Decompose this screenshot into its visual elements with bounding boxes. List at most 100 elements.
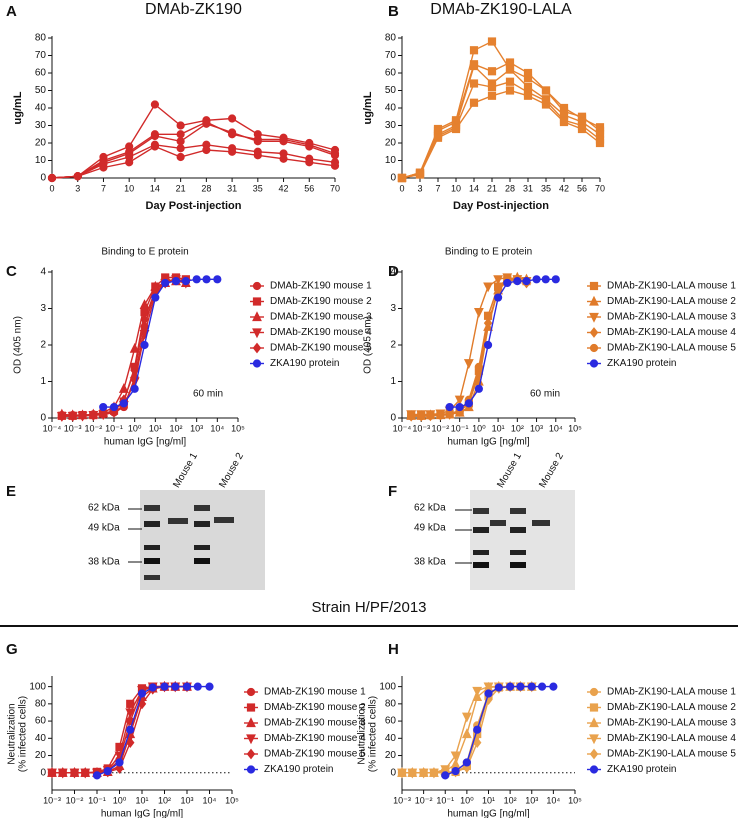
point <box>494 282 503 291</box>
x-tick-label: 10⁻¹ <box>88 795 106 805</box>
y-tick-label: 80 <box>385 33 397 44</box>
point <box>494 683 503 692</box>
annotation: 60 min <box>530 389 560 400</box>
legend-label: DMAb-ZK190 mouse 2 <box>264 702 366 713</box>
y-axis-label: Neutralization <box>7 703 18 764</box>
band <box>194 521 210 527</box>
band <box>144 505 160 511</box>
x-tick-label: 10⁵ <box>568 423 582 433</box>
y-tick-label: 10 <box>35 155 47 166</box>
band <box>473 562 489 568</box>
point <box>469 98 479 107</box>
y-tick-label: 80 <box>385 698 397 709</box>
band <box>144 521 160 527</box>
x-tick-label: 10⁻³ <box>393 795 411 805</box>
band <box>144 558 160 564</box>
legend-marker <box>246 717 256 728</box>
point <box>541 86 551 95</box>
point <box>171 682 180 691</box>
band <box>473 508 489 514</box>
panel-label: E <box>6 483 16 500</box>
x-tick-label: 28 <box>505 183 515 193</box>
x-tick-label: 10⁻³ <box>64 423 82 433</box>
point <box>150 142 160 151</box>
series-line <box>51 103 336 179</box>
series-line <box>445 685 554 777</box>
legend-label: DMAb-ZK190 mouse 5 <box>270 343 372 354</box>
band <box>510 527 526 533</box>
point <box>532 275 541 284</box>
x-tick-label: 10² <box>511 423 524 433</box>
chart: H 0 20 40 60 80 100 10⁻³ 10⁻² 10⁻¹ 10⁰ 10¹ 10² 10³ 10⁴… <box>357 641 737 818</box>
point <box>253 137 262 146</box>
point <box>595 138 605 148</box>
band <box>144 545 160 550</box>
point <box>541 275 550 284</box>
point <box>505 86 515 95</box>
point <box>513 277 522 286</box>
legend-marker <box>589 327 599 338</box>
point <box>483 282 493 293</box>
y-tick-label: 80 <box>35 698 47 709</box>
point <box>441 771 450 780</box>
x-tick-label: 10¹ <box>149 423 162 433</box>
y-tick-label: 40 <box>35 733 47 744</box>
lane-label: Mouse 2 <box>537 451 566 490</box>
point <box>433 133 443 142</box>
point <box>305 142 314 151</box>
legend-marker <box>589 312 599 323</box>
point <box>483 317 493 329</box>
legend-marker <box>589 717 599 728</box>
point <box>474 362 483 371</box>
point <box>426 411 435 420</box>
blot-e: E 62 kDa 49 kDa 38 kDa Mouse 1 Mouse 2 <box>6 451 265 590</box>
x-tick-label: 10³ <box>530 423 543 433</box>
x-tick-label: 35 <box>541 183 551 193</box>
blot-image <box>470 490 575 590</box>
legend-label: DMAb-ZK190-LALA mouse 2 <box>607 296 736 307</box>
x-tick-label: 10 <box>451 183 461 193</box>
x-tick-label: 21 <box>487 183 497 193</box>
y-tick-label: 80 <box>35 33 47 44</box>
legend-label: DMAb-ZK190 mouse 5 <box>264 749 366 760</box>
series-line <box>401 61 601 179</box>
band <box>194 558 210 564</box>
point <box>176 144 185 153</box>
point <box>253 151 262 160</box>
chart: G 0 20 40 60 80 100 10⁻³ 10⁻² 10⁻¹ 10⁰ 10¹ 10² 10³ 10⁴… <box>6 641 366 818</box>
point <box>577 124 587 134</box>
panel-label: A <box>6 3 17 20</box>
point <box>109 402 119 412</box>
point <box>57 410 67 422</box>
legend-label: ZKA190 protein <box>270 358 340 369</box>
point <box>176 137 185 146</box>
marker-label: 49 kDa <box>88 523 120 534</box>
chart-title: DMAb-ZK190 <box>145 1 242 18</box>
point <box>150 131 160 141</box>
x-tick-label: 56 <box>577 183 587 193</box>
annotation: 60 min <box>193 389 223 400</box>
legend-label: ZKA190 protein <box>607 764 677 775</box>
blot-f: F 62 kDa 49 kDa 38 kDa Mouse 1 Mouse 2 <box>388 451 575 590</box>
point <box>193 682 202 691</box>
x-tick-label: 10² <box>504 795 517 805</box>
point <box>182 682 192 691</box>
point <box>450 751 461 762</box>
point <box>160 682 169 691</box>
legend-label: DMAb-ZK190 mouse 1 <box>270 281 372 292</box>
point <box>176 152 185 162</box>
point <box>192 275 201 284</box>
x-tick-label: 70 <box>595 183 605 193</box>
point <box>505 58 515 67</box>
point <box>176 130 185 139</box>
point <box>472 737 482 749</box>
panel-label: B <box>388 3 399 20</box>
panel-label: G <box>6 641 18 658</box>
y-tick-label: 70 <box>35 50 47 61</box>
point <box>279 137 288 146</box>
y-tick-label: 50 <box>385 85 397 96</box>
point <box>506 682 515 691</box>
x-tick-label: 10¹ <box>135 795 148 805</box>
y-axis-label: (% infected cells) <box>368 696 379 772</box>
